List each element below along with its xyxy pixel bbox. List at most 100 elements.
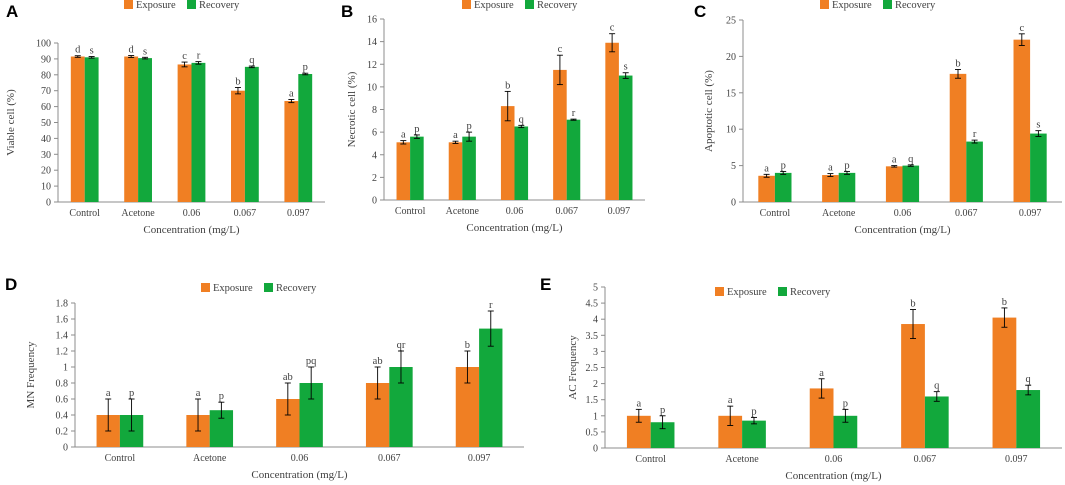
legend-swatch-exposure [201, 283, 210, 292]
significance-letter: q [908, 154, 914, 165]
y-tick-label: 0.4 [56, 411, 69, 422]
significance-letter: a [892, 155, 897, 166]
significance-letter: p [466, 121, 471, 132]
y-axis-label: MN Frequency [25, 341, 37, 408]
significance-letter: b [1002, 297, 1007, 308]
significance-letter: b [235, 77, 240, 88]
significance-letter: pq [306, 356, 317, 367]
legend-swatch-recovery [883, 0, 892, 9]
bar-recovery [299, 383, 323, 447]
y-tick-label: 50 [41, 118, 51, 129]
bar-recovery [138, 58, 152, 203]
x-tick-label: 0.097 [287, 208, 310, 219]
x-tick-label: 0.06 [506, 206, 524, 217]
y-tick-label: 25 [726, 16, 736, 27]
chart-panel-c: C Exposure Recovery 0 5 10 15 20 25 Apoptotic cel… [694, 0, 1062, 236]
bar-exposure [718, 415, 743, 448]
legend-swatch-exposure [715, 287, 724, 296]
y-tick-label: 5 [593, 283, 598, 294]
bar-recovery [1030, 133, 1047, 202]
legend-swatch-exposure [462, 0, 471, 9]
x-tick-label: 0.067 [914, 454, 937, 465]
y-tick-label: 1.4 [56, 331, 69, 342]
significance-letter: p [129, 388, 134, 399]
panel-letter: A [6, 2, 18, 21]
bar-exposure [822, 175, 839, 202]
y-tick-label: 60 [41, 102, 51, 113]
x-axis-label: Concentration (mg/L) [466, 222, 563, 234]
significance-letter: a [819, 368, 824, 379]
y-tick-label: 0 [731, 198, 736, 209]
y-tick-label: 100 [36, 39, 51, 50]
bar-recovery [479, 328, 503, 447]
x-tick-label: Acetone [822, 208, 856, 219]
y-tick-label: 0.6 [56, 395, 69, 406]
significance-letter: p [751, 406, 756, 417]
y-tick-label: 12 [367, 60, 377, 71]
significance-letter: p [844, 160, 849, 171]
y-tick-label: 2.5 [586, 363, 599, 374]
significance-letter: p [303, 62, 308, 73]
bar-exposure [70, 56, 85, 202]
significance-letter: a [764, 163, 769, 174]
x-tick-label: 0.067 [234, 208, 257, 219]
x-tick-label: Acetone [446, 206, 480, 217]
legend-label-recovery: Recovery [790, 287, 831, 298]
significance-letter: s [90, 46, 94, 57]
panel-letter: E [540, 275, 551, 294]
significance-letter: r [489, 300, 493, 311]
significance-letter: s [624, 62, 628, 73]
y-tick-label: 6 [372, 128, 377, 139]
legend-label-exposure: Exposure [213, 283, 253, 294]
legend-label-exposure: Exposure [136, 0, 176, 11]
x-tick-label: 0.06 [291, 453, 309, 464]
significance-letter: c [558, 44, 563, 55]
x-axis-label: Concentration (mg/L) [143, 224, 240, 236]
y-tick-label: 3 [593, 347, 598, 358]
y-tick-label: 2 [593, 379, 598, 390]
y-axis-label: AC Frequency [567, 335, 579, 400]
legend-label-exposure: Exposure [832, 0, 872, 11]
x-tick-label: Control [635, 454, 666, 465]
significance-letter: b [955, 59, 960, 70]
y-tick-label: 30 [41, 150, 51, 161]
significance-letter: r [973, 129, 977, 140]
bar-exposure [124, 56, 139, 202]
bar-exposure [992, 317, 1017, 448]
y-axis-label: Necrotic cell (%) [346, 71, 358, 147]
y-tick-label: 4.5 [586, 299, 599, 310]
significance-letter: r [572, 108, 576, 119]
significance-letter: a [401, 130, 406, 141]
bar-exposure [605, 42, 619, 200]
x-tick-label: Acetone [121, 208, 155, 219]
x-tick-label: 0.067 [378, 453, 401, 464]
legend-label-recovery: Recovery [537, 0, 578, 11]
bar-exposure [365, 383, 390, 447]
x-tick-label: Control [69, 208, 100, 219]
x-tick-label: 0.097 [1005, 454, 1028, 465]
bar-exposure [553, 69, 567, 200]
y-tick-label: 90 [41, 54, 51, 65]
y-tick-label: 0 [593, 444, 598, 455]
x-tick-label: 0.097 [608, 206, 631, 217]
significance-letter: b [910, 299, 915, 310]
x-tick-label: 0.06 [825, 454, 843, 465]
significance-letter: b [465, 340, 470, 351]
bar-recovery [742, 420, 766, 448]
significance-letter: a [106, 388, 111, 399]
bar-recovery [924, 396, 949, 448]
bar-recovery [514, 126, 529, 200]
bar-recovery [1016, 390, 1041, 448]
legend-label-exposure: Exposure [474, 0, 514, 11]
bar-recovery [566, 119, 581, 200]
y-tick-label: 15 [726, 88, 736, 99]
bar-exposure [284, 101, 299, 202]
significance-letter: a [196, 388, 201, 399]
significance-letter: p [660, 405, 665, 416]
significance-letter: d [75, 45, 81, 56]
y-axis-label: Viable cell (%) [5, 89, 17, 156]
bar-recovery [833, 415, 858, 448]
legend-swatch-exposure [820, 0, 829, 9]
significance-letter: r [197, 51, 201, 62]
